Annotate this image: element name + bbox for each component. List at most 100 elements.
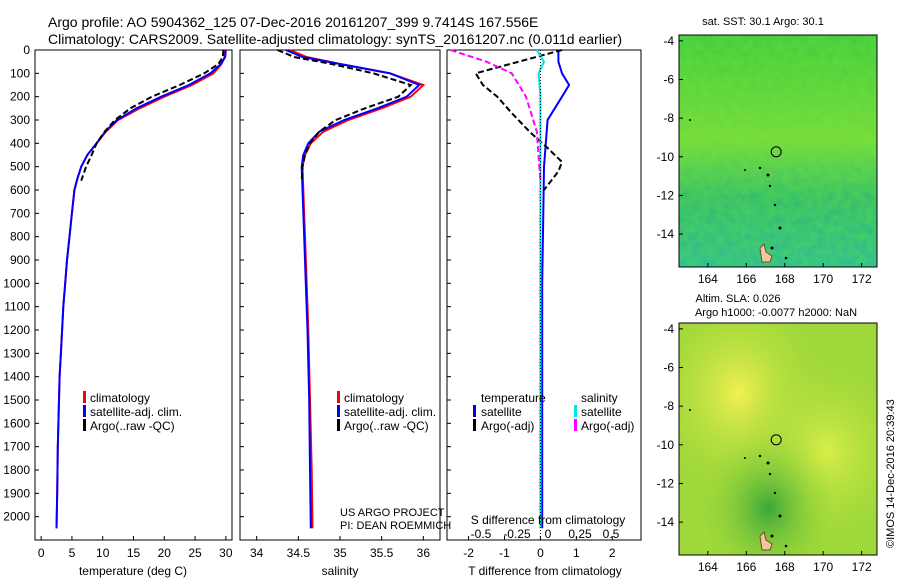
depth-tick-label: 0 [23,43,30,57]
lat-tick-label: -14 [657,515,675,529]
series-line-salinity-satellite [535,49,546,529]
lon-tick-label: 166 [736,560,756,574]
legend-satellite-adj: satellite-adj. clim. [344,405,436,419]
temperature-legend: climatology satellite-adj. clim. Argo(..… [83,391,182,433]
sst-texture [679,35,877,267]
sla-low [679,323,877,555]
legend-sal-argo: Argo(-adj) [581,419,634,433]
salinity-x-axis: 34 34.5 35 35.5 36 [250,536,430,560]
pi-annotation: PI: DEAN ROEMMICH [340,520,451,532]
legend-sal-satellite: satellite [581,405,622,419]
difference-series [450,49,571,540]
x-tick-label: 2 [609,546,616,560]
series-line-satellite-adj-clim- [55,49,227,529]
legend-climatology: climatology [344,391,404,405]
lat-tick-label: -4 [663,34,674,48]
depth-tick-label: 1200 [3,323,30,337]
legend-swatch-satellite [83,405,86,417]
temperature-series [55,49,227,529]
x-tick-label: 34 [250,546,264,560]
legend-climatology: climatology [90,391,150,405]
top-tick-label: 0 [545,527,552,541]
difference-plot-frame [446,49,642,541]
top-tick-label: -0.5 [471,527,492,541]
depth-tick-label: 1800 [3,463,30,477]
top-tick-label: 0.25 [568,527,592,541]
depth-tick-label: 800 [10,230,30,244]
legend-header-temperature: temperature [481,391,546,405]
salinity-series [277,49,426,529]
lat-tick-label: -8 [663,111,674,125]
legend-argo: Argo(..raw -QC) [344,419,429,433]
series-line-temperature-argo-adj- [474,49,564,191]
lon-tick-label: 164 [698,272,718,286]
project-annotation: US ARGO PROJECT [340,507,445,519]
lat-tick-label: -10 [657,150,675,164]
lon-tick-label: 168 [775,272,795,286]
depth-tick-label: 1100 [4,300,30,314]
x-tick-label: 1 [573,546,580,560]
land-icon [759,531,773,551]
sla-map-subtitle: Argo h1000: -0.0077 h2000: NaN [695,307,857,319]
difference-top-label: S difference from climatology [471,513,626,527]
depth-tick-label: 200 [10,90,30,104]
sla-map [678,322,878,556]
lat-tick-label: -4 [663,322,674,336]
x-tick-label: -1 [499,546,510,560]
x-tick-label: 0 [38,546,45,560]
series-line-temperature-satellite [541,50,571,529]
x-tick-label: 10 [96,546,110,560]
x-tick-label: 30 [219,546,233,560]
salinity-x-label: salinity [322,564,359,578]
depth-tick-label: 2000 [3,510,30,524]
top-tick-label: -0.25 [503,527,531,541]
lat-tick-label: -6 [663,360,674,374]
depth-tick-label: 600 [10,183,30,197]
series-line-satellite-adj-clim- [285,49,422,529]
imos-credit: ©IMOS 14-Dec-2016 20:39:43 [885,399,897,548]
x-tick-label: 15 [127,546,141,560]
lat-tick-label: -12 [657,476,675,490]
legend-swatch-sal-argo [574,419,577,431]
legend-swatch-argo [337,419,340,431]
lat-tick-label: -12 [657,188,675,202]
depth-tick-label: 1700 [3,440,30,454]
lon-tick-label: 168 [775,560,795,574]
legend-swatch-temp-satellite [473,405,476,417]
lon-tick-label: 170 [813,272,833,286]
depth-tick-label: 1600 [3,416,30,430]
temperature-x-label: temperature (deg C) [79,564,187,578]
title-line-1: Argo profile: AO 5904362_125 07-Dec-2016… [48,14,538,30]
lon-tick-label: 170 [813,560,833,574]
series-line-climatology [55,49,227,529]
legend-temp-argo: Argo(-adj) [481,419,534,433]
x-tick-label: 20 [158,546,172,560]
lat-tick-label: -14 [657,227,675,241]
argo-position-marker [770,434,782,446]
legend-swatch-climatology [337,391,340,403]
salinity-legend: climatology satellite-adj. clim. Argo(..… [337,391,436,433]
series-line-argo-raw-qc- [277,49,413,181]
legend-swatch-satellite [337,405,340,417]
lon-tick-label: 166 [736,272,756,286]
x-tick-label: 5 [69,546,76,560]
sla-map-frame [678,322,878,556]
x-tick-label: 35 [333,546,347,560]
depth-tick-label: 1400 [3,370,30,384]
sla-map-axes: 164 166 168 170 172 -4 -6 -8 -10 -12 -14 [657,322,872,574]
x-tick-label: 35.5 [370,546,394,560]
x-tick-label: 36 [417,546,431,560]
legend-satellite-adj: satellite-adj. clim. [90,405,182,419]
sst-map-title: sat. SST: 30.1 Argo: 30.1 [702,16,824,28]
top-tick-label: 0.5 [603,527,620,541]
sla-map-title: Altim. SLA: 0.026 [696,293,781,305]
series-line-salinity-argo-adj- [450,49,542,181]
sst-map-frame [678,34,878,268]
lat-tick-label: -10 [657,438,675,452]
x-tick-label: 25 [188,546,202,560]
lon-tick-label: 172 [852,560,872,574]
depth-axis: 0 100 200 300 400 500 600 700 800 900 1000 1100 1200… [3,43,451,524]
legend-swatch-temp-argo [473,419,476,431]
lat-tick-label: -6 [663,72,674,86]
